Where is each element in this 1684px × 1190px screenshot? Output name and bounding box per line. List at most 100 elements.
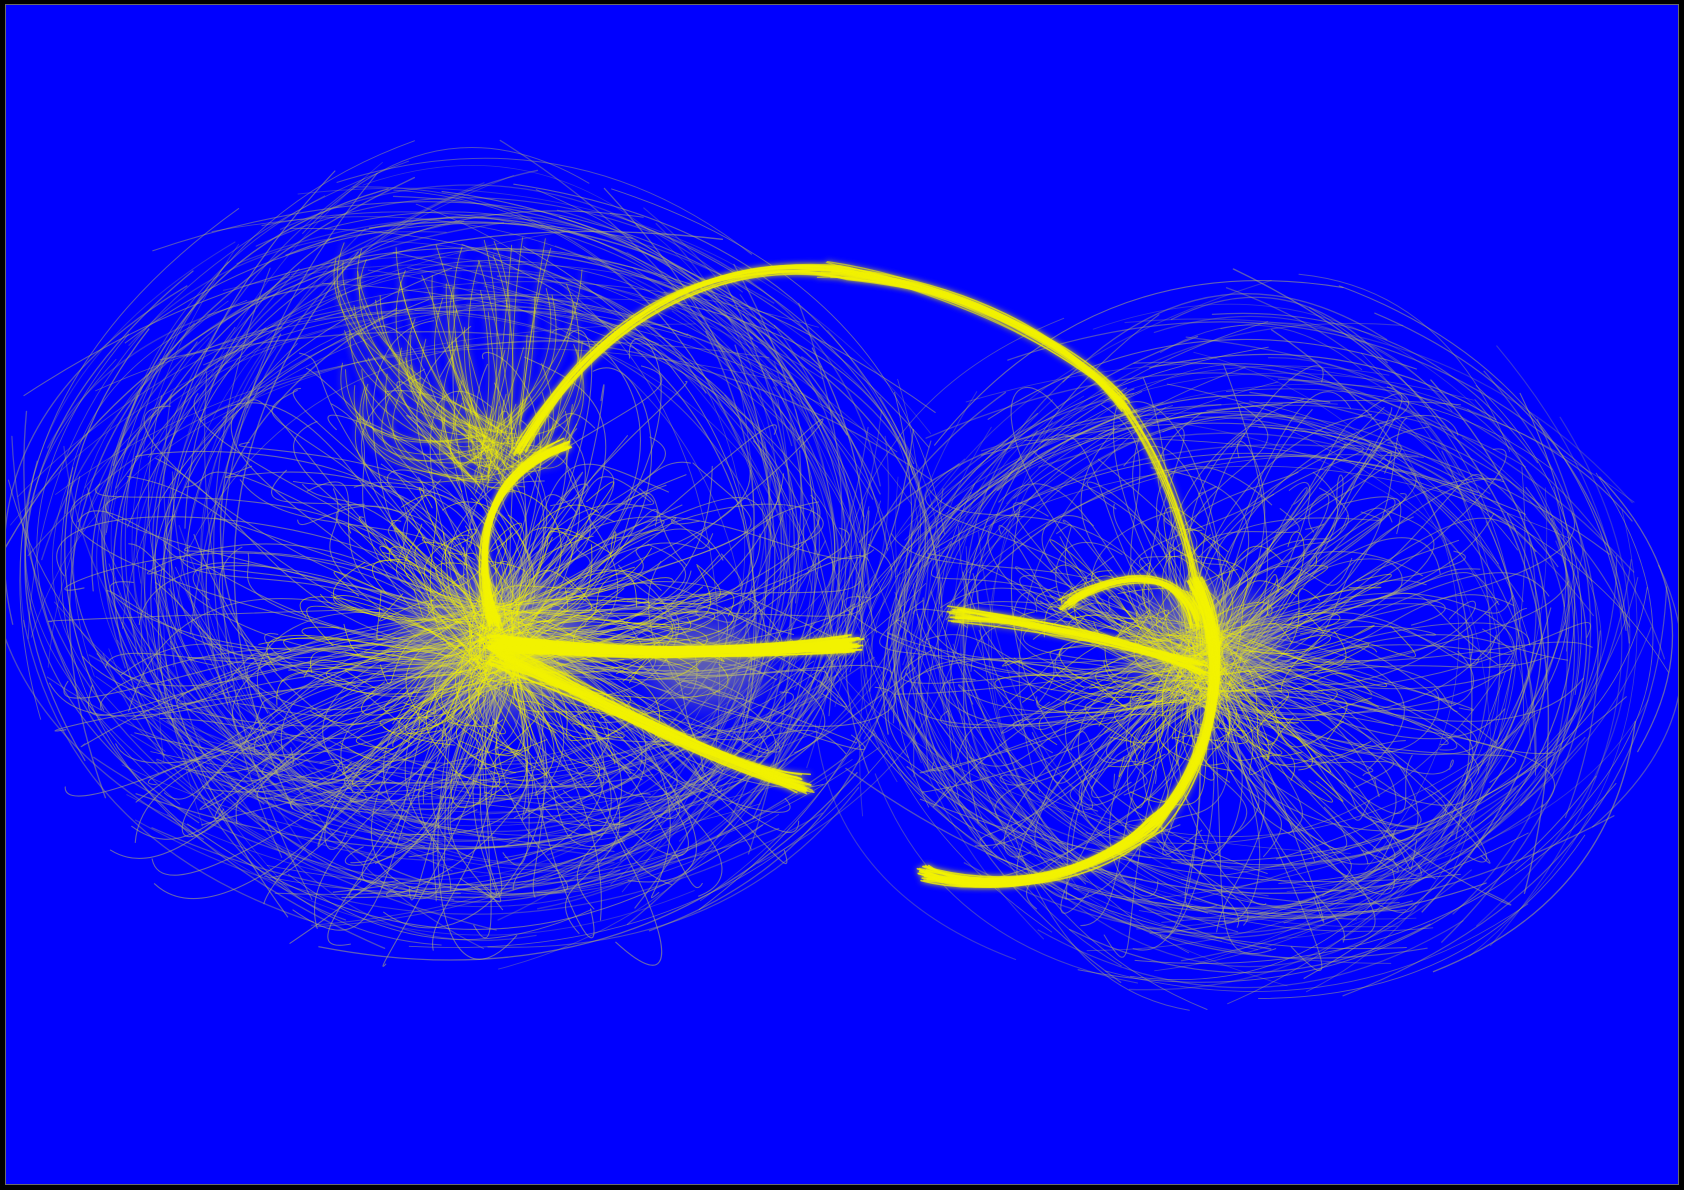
faint-fiber bbox=[906, 766, 1421, 895]
faint-fiber bbox=[903, 440, 1122, 983]
faint-fiber bbox=[504, 605, 854, 859]
fiber-strand bbox=[1142, 543, 1195, 651]
fiber-strand bbox=[332, 561, 487, 667]
fiber-strand bbox=[496, 528, 724, 617]
faint-fiber bbox=[1444, 437, 1602, 856]
faint-fiber bbox=[1089, 787, 1490, 939]
fiber-strand bbox=[1131, 626, 1196, 809]
faint-fiber bbox=[679, 368, 820, 798]
faint-fiber bbox=[801, 356, 927, 588]
fiber-strand bbox=[64, 626, 488, 797]
fiber-strand bbox=[339, 655, 510, 762]
faint-fiber bbox=[1085, 655, 1511, 845]
fiber-strand bbox=[1033, 450, 1196, 636]
fiber-strand bbox=[515, 384, 605, 611]
faint-fiber bbox=[626, 251, 853, 708]
faint-fiber bbox=[193, 534, 597, 788]
fiber-strand bbox=[309, 642, 479, 674]
faint-fiber bbox=[1161, 626, 1652, 923]
faint-fiber bbox=[224, 213, 595, 359]
fiber-strand bbox=[518, 544, 593, 651]
faint-fiber bbox=[827, 329, 920, 702]
faint-fiber bbox=[81, 220, 465, 533]
faint-fiber bbox=[916, 613, 1400, 905]
fiber-strand bbox=[1206, 592, 1514, 644]
faint-fiber bbox=[414, 309, 754, 508]
bright-fiber bbox=[494, 269, 583, 430]
faint-fiber bbox=[170, 327, 266, 634]
faint-fiber bbox=[1206, 404, 1527, 468]
faint-fiber bbox=[147, 309, 567, 421]
fiber-strand bbox=[1174, 648, 1267, 906]
faint-fiber bbox=[65, 299, 248, 514]
faint-fiber bbox=[940, 647, 1122, 967]
fiber-strand bbox=[379, 627, 491, 685]
faint-fiber bbox=[96, 435, 145, 691]
bright-fiber bbox=[449, 402, 493, 464]
faint-fiber bbox=[1104, 903, 1529, 992]
faint-fiber bbox=[640, 360, 805, 867]
bright-fiber bbox=[512, 389, 563, 457]
fiber-strand bbox=[1219, 669, 1555, 808]
bright-fiber bbox=[453, 380, 512, 470]
fiber-strand bbox=[1196, 555, 1249, 684]
fiber-strand bbox=[1223, 643, 1370, 689]
bright-fiber bbox=[375, 299, 524, 470]
faint-fiber bbox=[6, 285, 188, 625]
faint-fiber bbox=[487, 786, 860, 948]
fiber-strand bbox=[1167, 684, 1220, 857]
fiber-strand bbox=[1134, 674, 1206, 766]
faint-fiber bbox=[934, 280, 1344, 446]
fiber-strand bbox=[1190, 636, 1296, 781]
faint-fiber bbox=[336, 157, 753, 255]
faint-fiber bbox=[95, 307, 898, 453]
fiber-strand bbox=[1179, 634, 1569, 703]
fiber-strand bbox=[505, 577, 674, 606]
fiber-strand bbox=[179, 555, 501, 682]
faint-fiber bbox=[498, 592, 846, 970]
faint-fiber bbox=[255, 197, 651, 247]
fiber-strand bbox=[1228, 481, 1311, 697]
faint-fiber bbox=[923, 444, 1419, 568]
faint-fiber bbox=[874, 773, 1138, 984]
fiber-strand bbox=[495, 579, 787, 623]
faint-fiber bbox=[895, 401, 1164, 623]
faint-fiber bbox=[546, 435, 890, 856]
fiber-strand bbox=[1228, 672, 1373, 695]
fiber-strand bbox=[1113, 623, 1188, 646]
faint-fiber bbox=[890, 416, 1170, 641]
bright-fiber bbox=[503, 344, 583, 439]
bright-fiber bbox=[445, 283, 511, 474]
fiber-strand bbox=[82, 655, 503, 727]
fiber-strand bbox=[1225, 580, 1569, 702]
fiber-strand bbox=[932, 654, 1220, 808]
fiber-strand bbox=[477, 543, 893, 657]
fiber-strand bbox=[299, 596, 482, 676]
fiber-strand bbox=[1159, 692, 1215, 939]
fiber-strand bbox=[927, 553, 1184, 691]
fiber-strand bbox=[391, 519, 476, 621]
fiber-strand bbox=[1056, 666, 1190, 695]
fiber-strand bbox=[1210, 414, 1459, 645]
fiber-strand bbox=[478, 522, 523, 671]
faint-fiber bbox=[1086, 549, 1584, 952]
fiber-strand bbox=[243, 611, 476, 746]
fiber-strand bbox=[1213, 578, 1278, 681]
faint-fiber bbox=[227, 660, 815, 776]
faint-fiber bbox=[93, 756, 780, 886]
faint-fiber bbox=[635, 224, 881, 487]
faint-fiber bbox=[863, 396, 929, 740]
faint-fiber bbox=[200, 347, 315, 783]
faint-fiber bbox=[156, 758, 776, 820]
faint-fiber bbox=[1258, 834, 1586, 999]
faint-fiber bbox=[1160, 324, 1363, 371]
faint-fiber bbox=[885, 696, 1428, 959]
fiber-strand bbox=[1194, 568, 1481, 628]
fiber-strand bbox=[1203, 623, 1416, 658]
faint-fiber bbox=[1476, 416, 1631, 927]
faint-fiber bbox=[1441, 418, 1592, 943]
faint-fiber bbox=[849, 346, 1269, 673]
fiber-strand bbox=[1037, 673, 1221, 714]
fiber-strand bbox=[1183, 651, 1395, 895]
fiber-strand bbox=[1038, 649, 1216, 746]
